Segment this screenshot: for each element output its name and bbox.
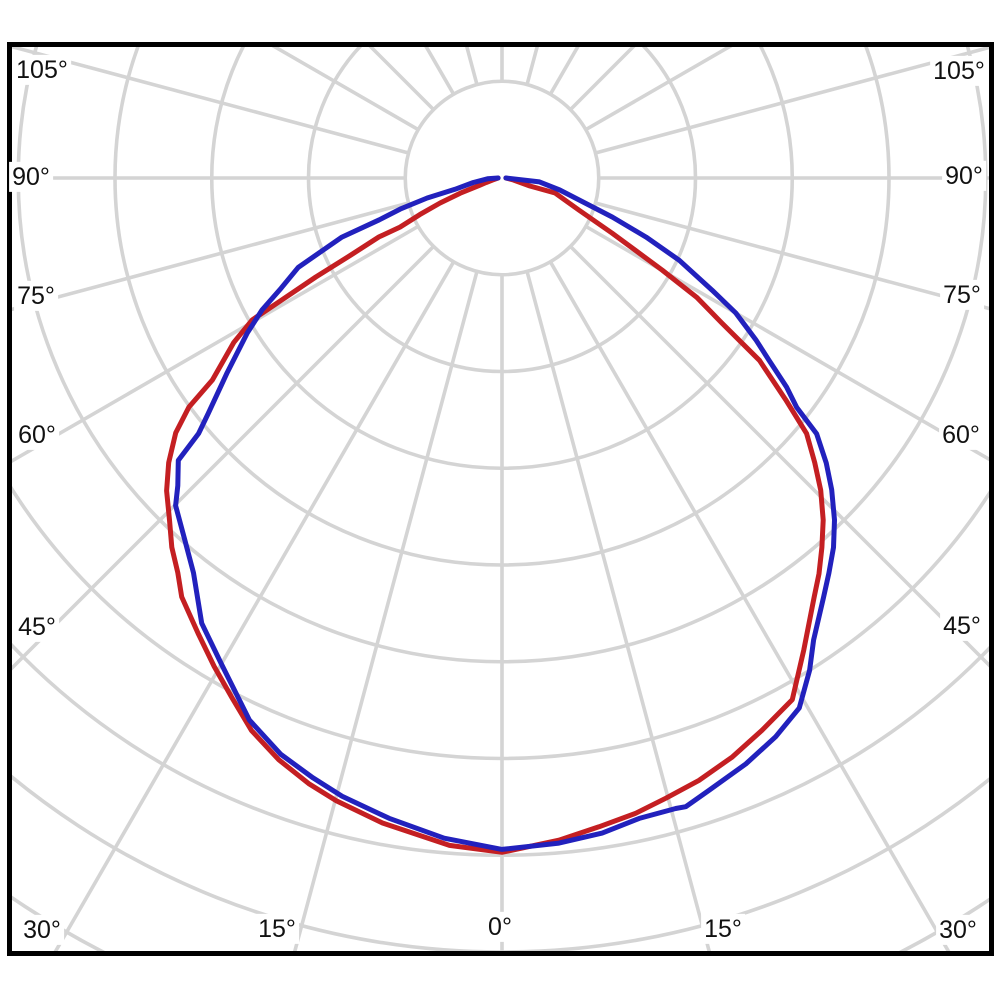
radial-line-345deg: [292, 270, 479, 952]
grid-ring-1: [403, 79, 601, 277]
radial-line-105deg: [594, 46, 990, 155]
radial-line-75deg: [594, 201, 990, 311]
angle-label: 0°: [485, 911, 515, 943]
radial-line-30deg: [548, 260, 951, 952]
radial-line-135deg: [569, 46, 637, 111]
angle-label: 75°: [940, 279, 984, 311]
angle-label: 60°: [15, 419, 59, 451]
angle-label: 15°: [255, 913, 299, 945]
radial-line-300deg: [11, 224, 420, 464]
grid-ring-8: [11, 774, 990, 952]
angle-label: 15°: [701, 913, 745, 945]
angle-label: 90°: [9, 161, 53, 193]
frame-border: [7, 42, 994, 956]
curve-red: [164, 175, 826, 855]
radial-line-15deg: [525, 270, 712, 952]
curve-blue: [173, 175, 837, 852]
radial-line-60deg: [584, 224, 990, 462]
angle-label: 105°: [930, 55, 988, 87]
radial-line-315deg: [11, 245, 435, 672]
angle-label: 60°: [939, 419, 983, 451]
curves-group: [164, 175, 837, 855]
angle-label: 45°: [940, 610, 984, 642]
angle-label: 75°: [14, 280, 58, 312]
radial-line-255deg: [11, 46, 410, 155]
angle-label: 30°: [936, 914, 980, 946]
angle-label: 105°: [13, 54, 71, 86]
angle-label: 30°: [20, 914, 64, 946]
angle-label: 90°: [942, 160, 986, 192]
radial-line-330deg: [53, 260, 456, 952]
radial-line-285deg: [11, 201, 410, 312]
grid-ring-7: [11, 642, 990, 857]
angle-label: 45°: [15, 611, 59, 643]
radial-line-45deg: [569, 245, 990, 669]
